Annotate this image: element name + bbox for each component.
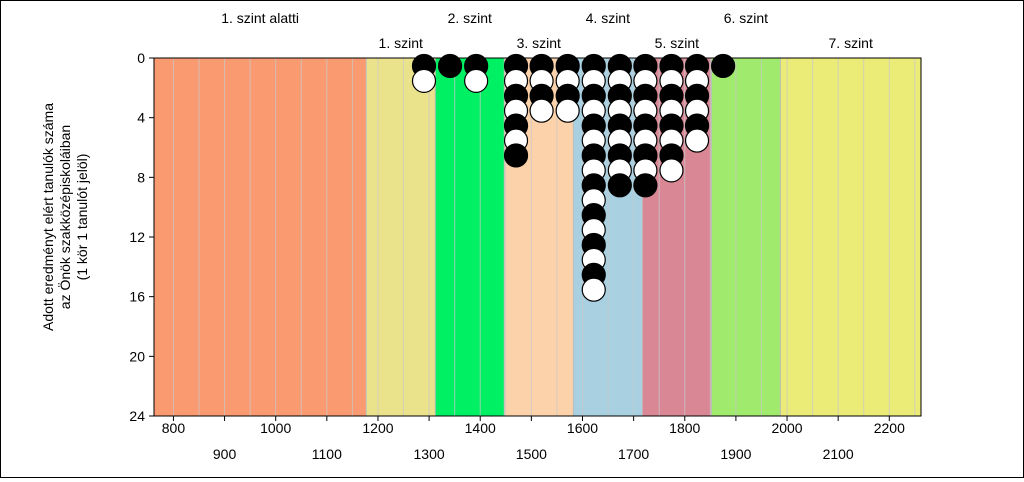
x-tick-label: 1100 [312, 446, 342, 462]
minor-gridlines [172, 58, 916, 416]
level-label-4: 4. szint [586, 10, 630, 26]
level-label-2: 2. szint [448, 10, 492, 26]
y-tick-label: 12 [129, 229, 145, 245]
student-marker [437, 53, 463, 79]
x-tick-label: 1000 [260, 420, 291, 436]
level-label-0: 1. szint alatti [221, 10, 299, 26]
student-marker [684, 128, 710, 153]
level-label-6: 6. szint [724, 10, 768, 26]
x-tick-label: 1300 [414, 446, 445, 462]
x-tick-label: 1600 [567, 420, 598, 436]
x-tick-label: 800 [162, 420, 186, 436]
level-label-5: 5. szint [655, 35, 699, 51]
x-tick-label: 1800 [669, 420, 700, 436]
x-tick-label: 1200 [362, 420, 393, 436]
level-band-7 [780, 58, 921, 416]
y-axis-ticks: 0 4 8 12 16 20 24 [129, 50, 154, 424]
student-marker [633, 173, 658, 198]
y-axis-label-line: az Önök szakközépiskoláiban [56, 125, 73, 309]
level-label-3: 3. szint [517, 35, 561, 51]
x-tick-label: 1900 [720, 446, 751, 462]
x-tick-label: 1700 [618, 446, 649, 462]
x-tick-label: 900 [213, 446, 237, 462]
level-band-0 [154, 58, 367, 416]
student-marker [607, 173, 632, 198]
x-tick-label: 2100 [823, 446, 854, 462]
x-tick-label: 2200 [874, 420, 905, 436]
level-label-1: 1. szint [379, 35, 423, 51]
student-marker [411, 68, 437, 93]
x-axis-ticks: 800 1000 1200 1400 1600 1800 2000 2200 900 1100 13… [162, 416, 905, 462]
x-tick-label: 1400 [465, 420, 496, 436]
y-tick-label: 0 [137, 50, 145, 66]
y-tick-label: 24 [129, 408, 145, 424]
student-marker [503, 143, 529, 168]
level-band-1 [366, 58, 436, 416]
y-axis-label-line: (1 kör 1 tanulót jelöl) [74, 154, 90, 281]
y-tick-label: 4 [137, 110, 145, 126]
student-marker [711, 53, 736, 79]
student-marker [464, 68, 489, 93]
level-labels: 1. szint alatti 1. szint 2. szint 3. szint 4… [221, 10, 873, 51]
x-tick-label: 2000 [771, 420, 802, 436]
student-marker [555, 98, 580, 123]
level-band-6 [711, 58, 781, 416]
y-tick-label: 20 [129, 348, 145, 364]
student-markers [411, 53, 736, 302]
level-label-7: 7. szint [829, 35, 873, 51]
student-marker [659, 158, 684, 183]
student-marker [529, 98, 554, 123]
x-tick-label: 1500 [516, 446, 547, 462]
y-tick-label: 16 [129, 289, 145, 305]
y-tick-label: 8 [137, 169, 145, 185]
y-axis-label: Adott eredményt elért tanulók számaaz Ön… [40, 103, 90, 331]
level-band-2 [435, 58, 505, 416]
student-marker [581, 277, 606, 302]
y-axis-label-line: Adott eredményt elért tanulók száma [40, 103, 56, 331]
